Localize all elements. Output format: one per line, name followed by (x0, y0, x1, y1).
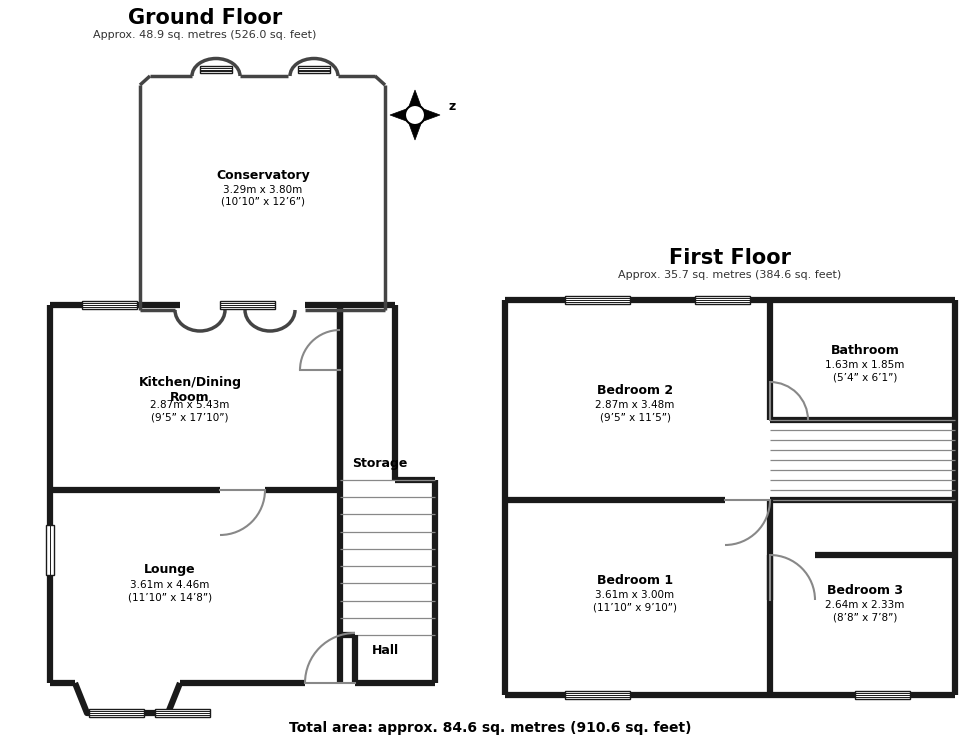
Text: 3.61m x 4.46m: 3.61m x 4.46m (130, 580, 210, 590)
Text: 3.29m x 3.80m: 3.29m x 3.80m (223, 185, 303, 195)
Text: z: z (448, 101, 456, 113)
Text: 2.64m x 2.33m: 2.64m x 2.33m (825, 600, 905, 610)
Text: (11’10” x 14’8”): (11’10” x 14’8”) (128, 592, 212, 602)
Text: 3.61m x 3.00m: 3.61m x 3.00m (596, 590, 674, 600)
Text: Ground Floor: Ground Floor (127, 8, 282, 28)
Text: Bedroom 3: Bedroom 3 (827, 584, 903, 596)
Text: Approx. 35.7 sq. metres (384.6 sq. feet): Approx. 35.7 sq. metres (384.6 sq. feet) (618, 270, 842, 280)
Bar (695, 296, 750, 304)
Polygon shape (421, 108, 440, 122)
Text: Bedroom 1: Bedroom 1 (597, 574, 673, 587)
Text: Hall: Hall (371, 644, 399, 656)
Bar (220, 301, 275, 309)
Bar (565, 296, 630, 304)
Text: Bedroom 2: Bedroom 2 (597, 384, 673, 397)
Text: Kitchen/Dining
Room: Kitchen/Dining Room (138, 376, 241, 404)
Circle shape (405, 105, 425, 125)
Text: 2.87m x 5.43m: 2.87m x 5.43m (150, 400, 229, 410)
Text: (9’5” x 11’5”): (9’5” x 11’5”) (600, 412, 670, 422)
Polygon shape (390, 108, 409, 122)
Bar (82, 301, 137, 309)
Polygon shape (408, 90, 422, 109)
Text: (5’4” x 6’1”): (5’4” x 6’1”) (833, 372, 897, 382)
Text: 2.87m x 3.48m: 2.87m x 3.48m (595, 400, 674, 410)
Bar (298, 66, 330, 73)
Bar (565, 691, 630, 699)
Bar (89, 709, 144, 717)
Bar (855, 691, 910, 699)
Text: Bathroom: Bathroom (831, 343, 900, 357)
Bar (155, 709, 210, 717)
Text: 1.63m x 1.85m: 1.63m x 1.85m (825, 360, 905, 370)
Text: First Floor: First Floor (669, 248, 791, 268)
Text: (11’10” x 9’10”): (11’10” x 9’10”) (593, 602, 677, 612)
Bar (46, 525, 54, 575)
Text: Approx. 48.9 sq. metres (526.0 sq. feet): Approx. 48.9 sq. metres (526.0 sq. feet) (93, 30, 317, 40)
Text: Storage: Storage (353, 457, 408, 469)
Bar (200, 66, 232, 73)
Text: (9’5” x 17’10”): (9’5” x 17’10”) (151, 412, 228, 422)
Text: (8’8” x 7’8”): (8’8” x 7’8”) (833, 612, 897, 622)
Text: Conservatory: Conservatory (217, 168, 310, 182)
Polygon shape (408, 121, 422, 140)
Text: (10’10” x 12’6”): (10’10” x 12’6”) (221, 197, 305, 207)
Text: Lounge: Lounge (144, 563, 196, 577)
Text: Total area: approx. 84.6 sq. metres (910.6 sq. feet): Total area: approx. 84.6 sq. metres (910… (289, 721, 691, 735)
